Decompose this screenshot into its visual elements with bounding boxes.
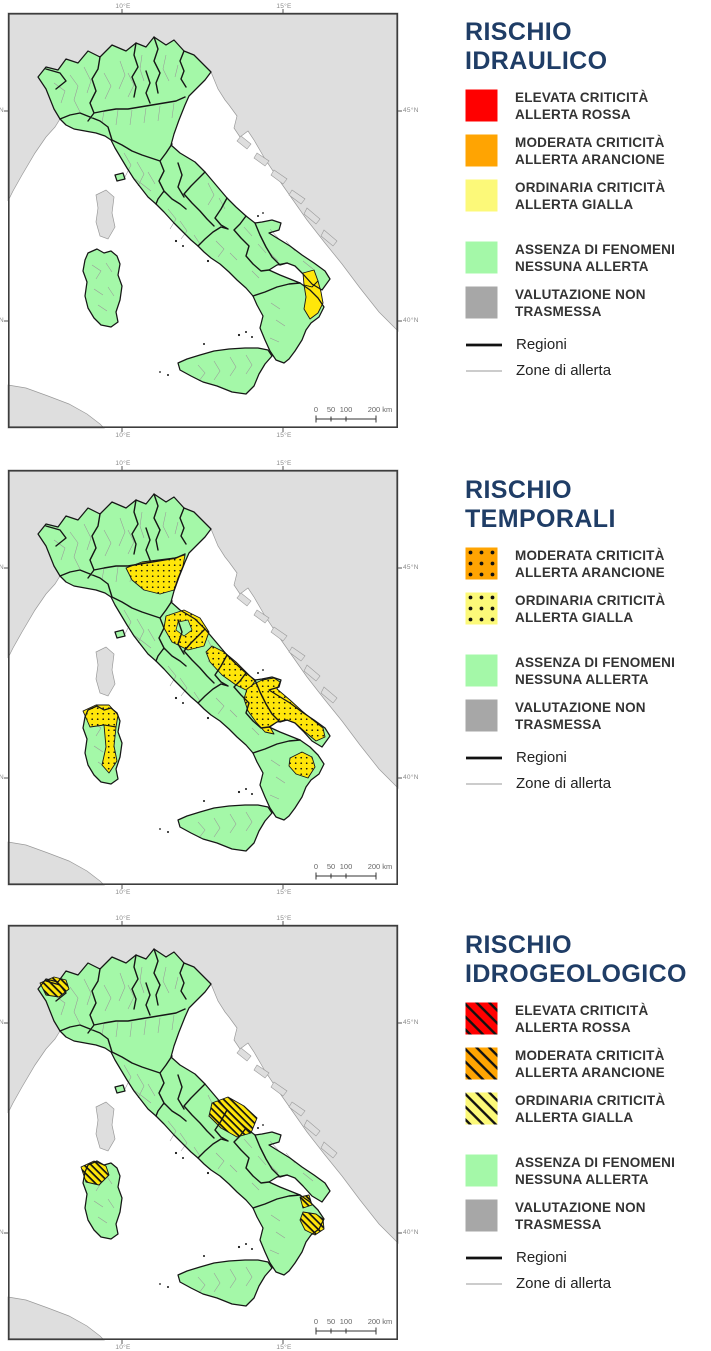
axis-label-45n: 45°N: [0, 107, 4, 114]
axis-label-10e: 10°E: [115, 3, 131, 10]
legend-swatch-icon: [465, 1199, 498, 1232]
zones-line-icon: [466, 370, 502, 371]
legend-swatch-icon: [465, 1092, 498, 1125]
map-rischio-idrogeologico: 10°E 15°E 10°E 15°E 45°N 40°N 45°N 40°N: [0, 915, 418, 1351]
legend-item: ELEVATA CRITICITÀ ALLERTA ROSSA: [465, 89, 711, 123]
legend-swatch-icon: [465, 1002, 498, 1035]
legend-zones-row: Zone di allerta: [465, 1275, 711, 1292]
legend-item: ORDINARIA CRITICITÀ ALLERTA GIALLA: [465, 1092, 711, 1126]
legend-item-label: ASSENZA DI FENOMENI NESSUNA ALLERTA: [515, 242, 676, 274]
axis-label-10e: 10°E: [115, 915, 131, 922]
axis-label-10e: 10°E: [115, 1344, 131, 1351]
axis-label-40n: 40°N: [0, 1229, 4, 1236]
axis-label-10e: 10°E: [115, 460, 131, 467]
legend-idraulico: RISCHIO IDRAULICO ELEVATA CRITICITÀ ALLERT…: [465, 18, 711, 379]
legend-swatch-icon: [465, 241, 498, 274]
axis-label-40n: 40°N: [403, 1229, 419, 1236]
map-rischio-idraulico: 10°E 15°E 10°E 15°E 45°N 40°N 45°N 40°N: [0, 3, 418, 439]
legend-zones-row: Zone di allerta: [465, 775, 711, 792]
axis-label-15e: 15°E: [276, 432, 292, 439]
legend-item-label: ASSENZA DI FENOMENI NESSUNA ALLERTA: [515, 1155, 676, 1187]
legend-item-label: ORDINARIA CRITICITÀ ALLERTA GIALLA: [515, 180, 666, 212]
legend-item: ASSENZA DI FENOMENI NESSUNA ALLERTA: [465, 241, 711, 275]
legend-swatch-icon: [465, 134, 498, 167]
legend-item: MODERATA CRITICITÀ ALLERTA ARANCIONE: [465, 1047, 711, 1081]
axis-label-45n: 45°N: [0, 564, 4, 571]
legend-idrogeologico: RISCHIO IDROGEOLOGICO ELEVATA CRITICITÀ AL…: [465, 931, 711, 1292]
legend-title: RISCHIO TEMPORALI: [465, 476, 616, 533]
legend-swatch-icon: [465, 89, 498, 122]
legend-item: MODERATA CRITICITÀ ALLERTA ARANCIONE: [465, 547, 711, 581]
legend-item: ORDINARIA CRITICITÀ ALLERTA GIALLA: [465, 179, 711, 213]
legend-item: VALUTAZIONE NON TRASMESSA: [465, 699, 711, 733]
legend-item-label: ORDINARIA CRITICITÀ ALLERTA GIALLA: [515, 593, 666, 625]
legend-item-label: ELEVATA CRITICITÀ ALLERTA ROSSA: [515, 1003, 649, 1035]
legend-item: MODERATA CRITICITÀ ALLERTA ARANCIONE: [465, 134, 711, 168]
zones-line-icon: [466, 783, 502, 784]
legend-swatch-icon: [465, 286, 498, 319]
axis-label-10e: 10°E: [115, 889, 131, 896]
legend-swatch-icon: [465, 654, 498, 687]
legend-title: RISCHIO IDROGEOLOGICO: [465, 931, 687, 988]
legend-item-label: ORDINARIA CRITICITÀ ALLERTA GIALLA: [515, 1093, 666, 1125]
alert-zones-idraulico: [302, 269, 324, 320]
axis-label-45n: 45°N: [403, 1019, 419, 1026]
regions-line-icon: [466, 756, 502, 759]
axis-label-45n: 45°N: [403, 564, 419, 571]
axis-label-10e: 10°E: [115, 432, 131, 439]
axis-label-40n: 40°N: [403, 317, 419, 324]
legend-item: ASSENZA DI FENOMENI NESSUNA ALLERTA: [465, 1154, 711, 1188]
legend-item: ELEVATA CRITICITÀ ALLERTA ROSSA: [465, 1002, 711, 1036]
regions-line-icon: [466, 1256, 502, 1259]
legend-item-label: ASSENZA DI FENOMENI NESSUNA ALLERTA: [515, 655, 676, 687]
regions-line-icon: [466, 343, 502, 346]
legend-item: VALUTAZIONE NON TRASMESSA: [465, 286, 711, 320]
legend-item-label: ELEVATA CRITICITÀ ALLERTA ROSSA: [515, 90, 649, 122]
axis-label-15e: 15°E: [276, 460, 292, 467]
legend-regions-row: Regioni: [465, 1249, 711, 1266]
legend-item-label: VALUTAZIONE NON TRASMESSA: [515, 287, 646, 319]
map-rischio-temporali: 10°E 15°E 10°E 15°E 45°N 40°N 45°N 40°N: [0, 460, 418, 896]
legend-regions-row: Regioni: [465, 336, 711, 353]
legend-swatch-icon: [465, 179, 498, 212]
legend-swatch-icon: [465, 1154, 498, 1187]
legend-item-label: VALUTAZIONE NON TRASMESSA: [515, 700, 646, 732]
axis-label-40n: 40°N: [0, 317, 4, 324]
axis-label-45n: 45°N: [403, 107, 419, 114]
axis-label-15e: 15°E: [276, 889, 292, 896]
legend-item-label: MODERATA CRITICITÀ ALLERTA ARANCIONE: [515, 548, 665, 580]
legend-item: ORDINARIA CRITICITÀ ALLERTA GIALLA: [465, 592, 711, 626]
axis-label-40n: 40°N: [0, 774, 4, 781]
legend-swatch-icon: [465, 547, 498, 580]
legend-item: VALUTAZIONE NON TRASMESSA: [465, 1199, 711, 1233]
axis-label-15e: 15°E: [276, 1344, 292, 1351]
legend-swatch-icon: [465, 699, 498, 732]
legend-item: ASSENZA DI FENOMENI NESSUNA ALLERTA: [465, 654, 711, 688]
axis-label-15e: 15°E: [276, 915, 292, 922]
legend-swatch-icon: [465, 1047, 498, 1080]
zones-line-icon: [466, 1283, 502, 1284]
axis-label-40n: 40°N: [403, 774, 419, 781]
axis-label-15e: 15°E: [276, 3, 292, 10]
legend-item-label: MODERATA CRITICITÀ ALLERTA ARANCIONE: [515, 135, 665, 167]
legend-swatch-icon: [465, 592, 498, 625]
legend-regions-row: Regioni: [465, 749, 711, 766]
legend-title: RISCHIO IDRAULICO: [465, 18, 608, 75]
axis-label-45n: 45°N: [0, 1019, 4, 1026]
legend-zones-row: Zone di allerta: [465, 362, 711, 379]
legend-item-label: VALUTAZIONE NON TRASMESSA: [515, 1200, 646, 1232]
legend-item-label: MODERATA CRITICITÀ ALLERTA ARANCIONE: [515, 1048, 665, 1080]
legend-temporali: RISCHIO TEMPORALI MODERATA CRITICITÀ ALLER…: [465, 476, 711, 792]
